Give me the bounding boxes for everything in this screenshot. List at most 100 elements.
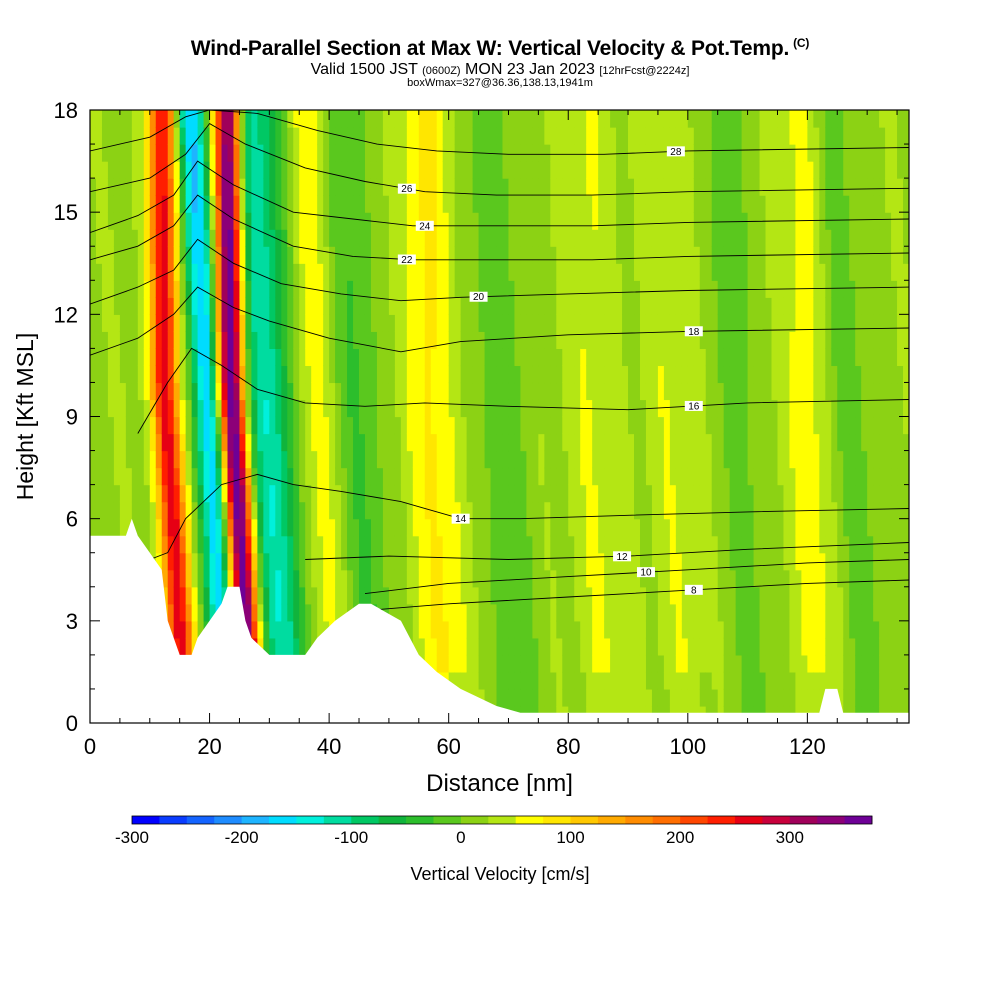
velocity-cell [675,229,683,247]
velocity-cell [203,586,211,605]
velocity-cell [323,331,330,349]
velocity-cell [335,297,342,315]
velocity-cell [645,246,653,264]
velocity-cell [795,450,802,469]
velocity-cell [466,654,474,673]
velocity-cell [227,212,235,230]
velocity-cell [227,365,235,384]
velocity-cell [388,569,396,588]
velocity-cell [460,637,468,656]
velocity-cell [729,246,737,264]
velocity-cell [496,161,504,179]
velocity-cell [520,297,527,315]
velocity-cell [699,365,707,384]
velocity-cell [837,280,844,298]
velocity-cell [520,688,527,707]
velocity-cell [257,416,264,435]
velocity-cell [394,110,402,128]
velocity-cell [735,620,743,639]
velocity-cell [430,212,438,230]
velocity-cell [173,229,181,247]
velocity-cell [795,654,802,673]
velocity-cell [849,586,856,605]
velocity-cell [293,620,300,639]
velocity-cell [777,654,785,673]
velocity-cell [831,399,838,418]
velocity-cell [526,382,533,401]
velocity-cell [233,127,241,145]
velocity-cell [502,144,510,162]
velocity-cell [508,314,516,332]
velocity-cell [520,569,527,588]
velocity-cell [275,263,282,281]
velocity-cell [209,450,217,469]
velocity-cell [125,399,133,418]
velocity-cell [604,348,611,367]
velocity-cell [538,484,545,503]
velocity-cell [460,348,468,367]
velocity-cell [203,297,211,315]
velocity-cell [526,331,533,349]
velocity-cell [520,246,527,264]
velocity-cell [777,450,785,469]
velocity-cell [891,110,898,128]
velocity-cell [364,365,372,384]
velocity-cell [843,688,850,707]
velocity-cell [490,263,498,281]
velocity-cell [556,620,563,639]
velocity-cell [687,586,695,605]
velocity-cell [317,229,324,247]
velocity-cell [454,263,462,281]
velocity-cell [639,178,647,196]
velocity-cell [825,127,832,145]
velocity-cell [765,127,773,145]
velocity-cell [604,603,611,622]
velocity-cell [891,586,898,605]
velocity-cell [275,280,282,298]
velocity-cell [161,433,169,452]
velocity-cell [502,263,510,281]
velocity-cell [873,382,880,401]
velocity-cell [203,127,211,145]
velocity-cell [765,229,773,247]
velocity-cell [699,535,707,554]
velocity-cell [592,501,599,520]
velocity-cell [245,603,253,622]
velocity-cell [364,518,372,537]
velocity-cell [669,688,677,707]
velocity-cell [556,552,563,571]
velocity-cell [873,195,880,213]
velocity-cell [657,688,665,707]
velocity-cell [329,280,336,298]
velocity-cell [173,603,181,622]
velocity-cell [113,365,121,384]
velocity-cell [598,603,605,622]
velocity-cell [891,671,898,690]
velocity-cell [610,212,617,230]
velocity-cell [771,331,779,349]
velocity-cell [843,161,850,179]
velocity-cell [765,161,773,179]
velocity-cell [861,161,868,179]
velocity-cell [514,654,522,673]
velocity-cell [155,467,163,486]
velocity-cell [735,399,743,418]
velocity-cell [532,433,539,452]
velocity-cell [460,467,468,486]
velocity-cell [460,263,468,281]
velocity-cell [287,280,294,298]
velocity-cell [867,654,874,673]
velocity-cell [616,586,623,605]
velocity-cell [717,501,725,520]
velocity-cell [484,569,492,588]
velocity-cell [556,518,563,537]
velocity-cell [173,586,181,605]
velocity-cell [233,535,241,554]
velocity-cell [717,110,725,128]
velocity-cell [293,433,300,452]
velocity-cell [903,569,909,588]
velocity-cell [311,382,318,401]
velocity-cell [598,569,605,588]
velocity-cell [628,263,635,281]
